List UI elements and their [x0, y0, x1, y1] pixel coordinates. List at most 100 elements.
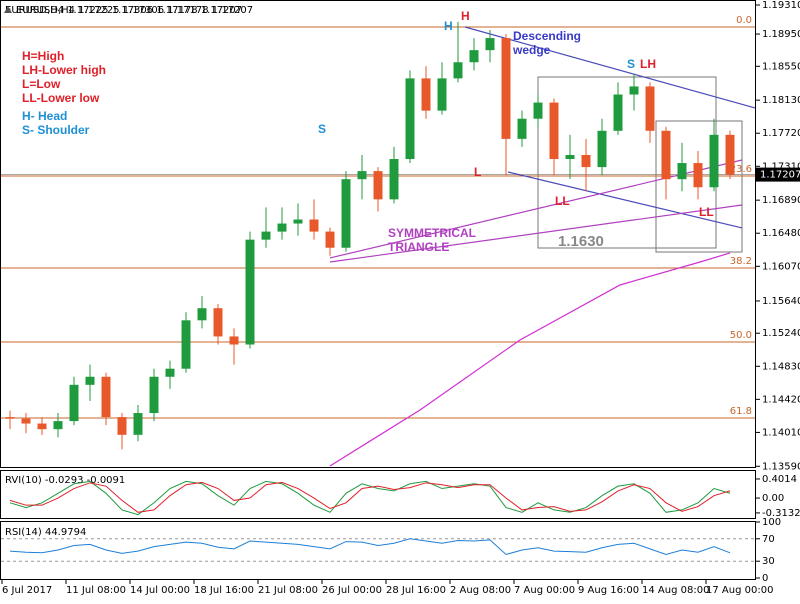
candle-body: [165, 368, 175, 377]
x-tick-label: 2 Aug 08:00: [450, 585, 511, 596]
rsi-pane-border: [0, 521, 756, 580]
trend-line: [507, 171, 743, 229]
candle-body: [133, 413, 143, 435]
candle-body: [37, 423, 47, 430]
x-tick-label: 21 Jul 08:00: [258, 585, 318, 596]
y-tick-label: 1.18950: [762, 29, 800, 40]
y-tick-label: 1.13590: [762, 461, 800, 472]
candle-body: [453, 62, 463, 79]
annotation: S: [627, 57, 635, 71]
y-tick-label: 70: [762, 534, 775, 545]
candle-body: [389, 159, 399, 200]
candle-body: [357, 171, 367, 180]
symbol-icon: [4, 6, 12, 13]
fib-label: 50.0: [730, 330, 752, 341]
candle-body: [437, 78, 447, 111]
x-tick-label: 18 Jul 16:00: [194, 585, 254, 596]
y-tick-label: 0.00: [762, 493, 784, 504]
x-tick-label: 11 Jul 08:00: [66, 585, 126, 596]
candle-body: [421, 78, 431, 111]
annotation: LL: [555, 194, 570, 208]
y-tick-label: 1.16070: [762, 261, 800, 272]
trend-line: [464, 26, 756, 109]
candle-body: [677, 163, 687, 180]
candle-body: [53, 421, 63, 430]
candle-body: [197, 308, 207, 321]
annotation: H: [444, 19, 453, 33]
candle-body: [533, 102, 543, 119]
y-tick-label: 1.15640: [762, 296, 800, 307]
annotation: LH: [640, 57, 656, 71]
pattern-box: [655, 120, 743, 253]
y-tick-label: 0.4014: [762, 474, 797, 485]
candle-body: [405, 78, 415, 160]
annotation: H=High: [22, 49, 64, 63]
y-tick-label: 1.16890: [762, 195, 800, 206]
annotation: H: [461, 9, 470, 23]
candle-body: [341, 179, 351, 248]
annotation: L=Low: [22, 77, 61, 91]
trend-line: [329, 204, 743, 263]
annotation: LL-Lower low: [22, 91, 100, 105]
candle-body: [693, 163, 703, 188]
indicator-line: [9, 481, 731, 513]
y-tick-label: 1.16480: [762, 228, 800, 239]
candle-body: [725, 134, 735, 175]
candle-body: [277, 223, 287, 232]
candle-body: [709, 134, 719, 188]
indicator-line: [9, 480, 731, 516]
indicator-title: RVI(10) -0.0293 -0.0091: [5, 475, 125, 486]
fib-label: 0.0: [736, 15, 752, 26]
candle-body: [181, 320, 191, 369]
fib-label: 23.6: [730, 164, 752, 175]
candle-body: [309, 219, 319, 232]
candle-body: [149, 376, 159, 414]
chart-title: EURUSD,H4 1.17225 1.17306 1.17178 1.1720…: [16, 5, 253, 16]
candle-body: [549, 102, 559, 160]
candle-body: [261, 231, 271, 240]
annotation: L: [474, 165, 481, 179]
annotation: LL: [699, 205, 714, 219]
candle-body: [101, 376, 111, 418]
x-tick-label: 7 Aug 00:00: [514, 585, 575, 596]
candle-body: [565, 154, 575, 160]
indicator-title: RSI(14) 44.9794: [5, 527, 86, 538]
candle-body: [501, 38, 511, 139]
annotation: wedge: [512, 43, 551, 57]
y-tick-label: 1.17310: [762, 161, 800, 172]
y-tick-label: 1.17720: [762, 128, 800, 139]
indicator-title: EURUSD,H4 1.17225 1.17306 1.17178 1.1720…: [5, 5, 242, 16]
candle-body: [645, 86, 655, 131]
candle-body: [373, 171, 383, 200]
candle-body: [325, 231, 335, 248]
candle-body: [485, 38, 495, 51]
candle-body: [117, 417, 127, 435]
fib-label: 38.2: [730, 256, 752, 267]
x-tick-label: 9 Aug 16:00: [578, 585, 639, 596]
x-tick-label: 6 Jul 2017: [2, 585, 52, 596]
y-tick-label: 0: [762, 573, 768, 584]
indicator-line: [9, 538, 731, 556]
candle-body: [21, 418, 31, 424]
y-tick-label: 1.19310: [762, 0, 800, 11]
last-price-box: [756, 167, 800, 182]
x-tick-label: 17 Aug 00:00: [706, 585, 773, 596]
rvi-pane-border: [0, 470, 756, 519]
last-price-label: 1.17207: [760, 170, 800, 181]
annotation: LH-Lower high: [22, 63, 106, 77]
x-tick-label: 28 Jul 16:00: [386, 585, 446, 596]
candle-body: [613, 94, 623, 131]
candle-body: [229, 336, 239, 345]
annotation: H- Head: [22, 109, 67, 123]
y-tick-label: 30: [762, 556, 775, 567]
y-tick-label: 1.14830: [762, 361, 800, 372]
candle-body: [517, 118, 527, 139]
y-tick-label: 1.18550: [762, 61, 800, 72]
annotation: TRIANGLE: [388, 240, 449, 254]
trend-line: [329, 159, 743, 259]
x-tick-label: 26 Jul 00:00: [322, 585, 382, 596]
main-pane-border: [0, 0, 756, 468]
